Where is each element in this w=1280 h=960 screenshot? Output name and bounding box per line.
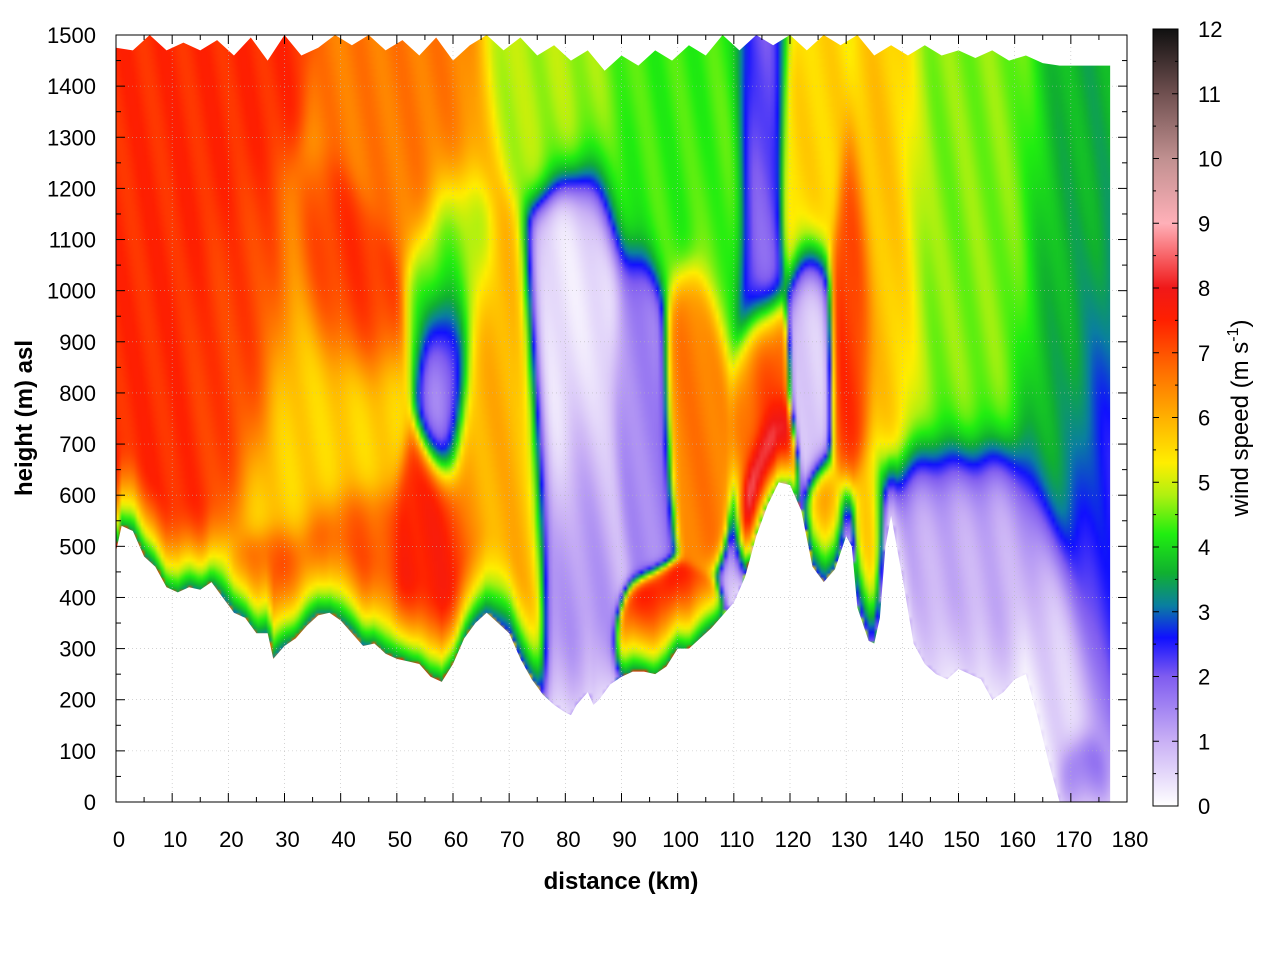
y-tick-label: 1000 (47, 279, 96, 304)
y-tick-label: 300 (59, 637, 96, 662)
y-tick-label: 1200 (47, 176, 96, 201)
x-tick-label: 160 (999, 827, 1036, 852)
y-tick-label: 800 (59, 381, 96, 406)
y-tick-label: 700 (59, 432, 96, 457)
grid-lines (116, 35, 1127, 802)
plot-frame (115, 34, 1128, 803)
colorbar-tick-label: 11 (1198, 82, 1221, 107)
colorbar-tick-label: 0 (1198, 794, 1210, 819)
x-tick-label: 100 (662, 827, 699, 852)
y-tick-label: 1300 (47, 125, 96, 150)
x-tick-label: 130 (831, 827, 868, 852)
x-tick-label: 110 (719, 827, 754, 852)
x-tick-label: 20 (219, 827, 243, 852)
colorbar-tick-label: 1 (1198, 729, 1210, 754)
colorbar-tick-label: 9 (1198, 211, 1210, 236)
colorbar-tick-label: 5 (1198, 470, 1210, 495)
colorbar-tick-label: 4 (1198, 535, 1210, 560)
colorbar-tick-label: 2 (1198, 665, 1210, 690)
y-tick-label: 1400 (47, 74, 96, 99)
colorbar-title: wind speed (m s-1) (1225, 320, 1254, 518)
y-tick-label: 400 (59, 585, 96, 610)
colorbar-tick-label: 10 (1198, 147, 1222, 172)
y-tick-label: 0 (84, 790, 96, 815)
x-tick-label: 150 (943, 827, 980, 852)
x-tick-label: 80 (556, 827, 580, 852)
y-tick-label: 600 (59, 483, 96, 508)
y-tick-label: 100 (59, 739, 96, 764)
y-tick-label: 900 (59, 330, 96, 355)
x-tick-label: 140 (887, 827, 924, 852)
x-axis-title: distance (km) (544, 868, 699, 895)
colorbar-title-main: wind speed (m s (1227, 342, 1254, 518)
x-tick-label: 120 (775, 827, 812, 852)
colorbar-title-end: ) (1227, 320, 1254, 328)
colorbar-tick-label: 6 (1198, 406, 1210, 431)
x-tick-label: 10 (163, 827, 187, 852)
x-tick-label: 0 (113, 827, 125, 852)
colorbar-tick-label: 12 (1198, 17, 1222, 42)
x-tick-labels: 0 10 20 30 40 50 60 70 80 90 100 110 120 130 140 150 160… (113, 827, 1148, 852)
colorbar-tick-label: 7 (1198, 341, 1210, 366)
colorbar-tick-label: 8 (1198, 276, 1210, 301)
x-tick-label: 40 (331, 827, 355, 852)
x-tick-label: 60 (444, 827, 468, 852)
x-tick-label: 170 (1055, 827, 1092, 852)
colorbar-title-superscript: -1 (1225, 327, 1242, 341)
x-tick-label: 50 (388, 827, 412, 852)
y-tick-label: 200 (59, 688, 96, 713)
y-tick-label: 1500 (47, 23, 96, 48)
x-tick-label: 30 (275, 827, 299, 852)
x-tick-label: 180 (1112, 827, 1149, 852)
y-tick-label: 500 (59, 534, 96, 559)
x-tick-label: 90 (612, 827, 636, 852)
y-tick-labels: 0 100 200 300 400 500 600 700 800 900 1000 1100 1200… (47, 23, 96, 815)
colorbar-tick-label: 3 (1198, 600, 1210, 625)
colorbar-ticks (1153, 28, 1178, 807)
y-axis-title: height (m) asl (11, 340, 38, 496)
y-tick-label: 1100 (49, 228, 96, 253)
x-tick-label: 70 (500, 827, 524, 852)
